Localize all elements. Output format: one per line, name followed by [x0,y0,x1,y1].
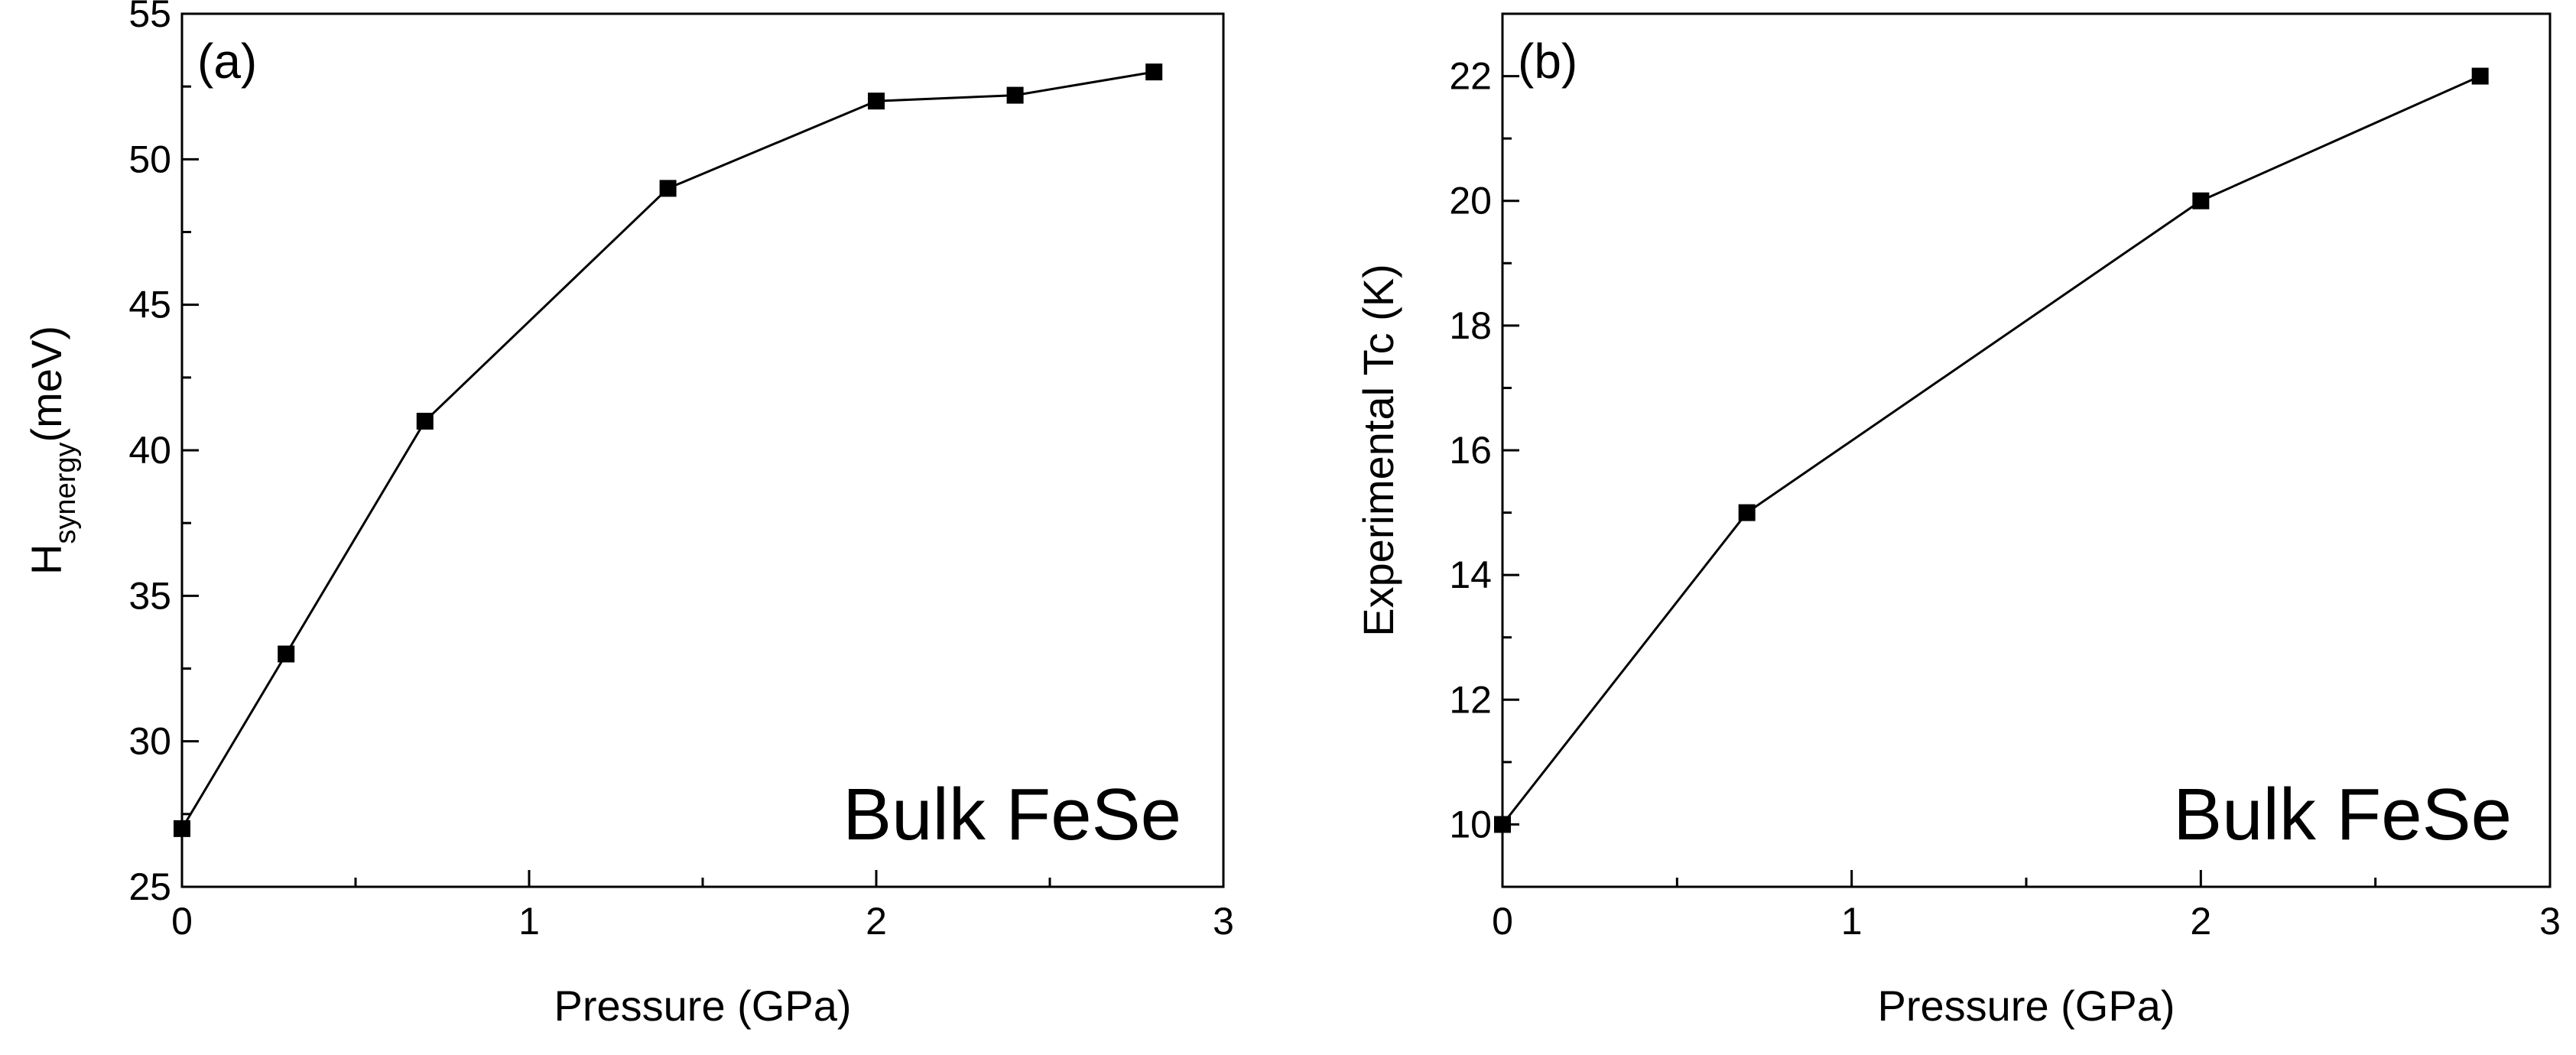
panel-b-frame [1501,12,2552,888]
panel-a-data-point [1006,86,1024,104]
panel-b-marks [1494,67,2489,833]
panel-a-x-tick-label: 0 [171,900,193,943]
panel-b-y-tick-label: 10 [1449,803,1492,846]
panel-a-data-point [416,412,434,430]
panel-b-y-tick-label: 12 [1449,678,1492,721]
panel-a-y-axis-sub: synergy [50,442,82,544]
panel-a: 0 1 2 3 25 30 35 40 45 50 55 (a) Bulk FeSe Pressur… [22,0,1234,1030]
panel-b-data-point [1494,816,1511,833]
panel-a-ticks: 0 1 2 3 25 30 35 40 45 50 55 [128,0,1234,943]
panel-b-annotation: Bulk FeSe [2173,774,2512,855]
panel-b-y-tick-label: 18 [1449,304,1492,347]
panel-a-annotation: Bulk FeSe [843,774,1181,855]
panel-b-y-tick-label: 14 [1449,553,1492,596]
panel-b-x-tick-label: 2 [2190,900,2211,943]
panel-a-y-tick-label: 45 [128,284,171,326]
panel-b-x-axis-title: Pressure (GPa) [1878,982,2175,1030]
panel-a-x-tick-label: 2 [866,900,887,943]
panel-a-y-tick-label: 50 [128,138,171,180]
panel-b-data-point [2471,67,2489,85]
panel-a-label: (a) [197,34,257,89]
panel-b-x-tick-label: 3 [2539,900,2561,943]
panel-a-data-point [1145,63,1163,81]
panel-a-frame [180,12,1225,888]
panel-b-data-point [2192,192,2210,209]
panel-a-data-point [868,93,885,110]
panel-a-y-tick-label: 25 [128,865,171,908]
panel-b-y-tick-label: 20 [1449,180,1492,222]
panel-a-data-point [659,180,677,197]
panel-b-data-point [1738,504,1756,521]
panel-b-label: (b) [1518,34,1577,89]
panel-a-y-axis-title: Hsynergy(meV) [22,326,82,575]
panel-a-marks [174,63,1163,837]
panel-a-y-tick-label: 30 [128,720,171,763]
panel-b-x-tick-label: 0 [1492,900,1513,943]
panel-a-x-tick-label: 3 [1213,900,1234,943]
panel-a-y-axis-unit: (meV) [22,326,70,442]
panel-a-data-point [174,820,190,837]
panel-a-x-axis-title: Pressure (GPa) [554,982,852,1030]
panel-b-y-axis-title: Experimental Tc (K) [1354,264,1402,637]
panel-a-data-point [278,645,295,663]
panel-a-x-tick-label: 1 [518,900,540,943]
panel-a-y-axis-main: H [22,544,70,575]
panel-b-x-tick-label: 1 [1841,900,1863,943]
panel-a-y-tick-label: 40 [128,429,171,472]
panel-a-y-tick-label: 55 [128,0,171,35]
panel-b-series-line [1501,75,2481,826]
panel-b-y-tick-label: 16 [1449,429,1492,472]
panel-b-y-tick-label: 22 [1449,55,1492,98]
panel-a-y-tick-label: 35 [128,574,171,617]
